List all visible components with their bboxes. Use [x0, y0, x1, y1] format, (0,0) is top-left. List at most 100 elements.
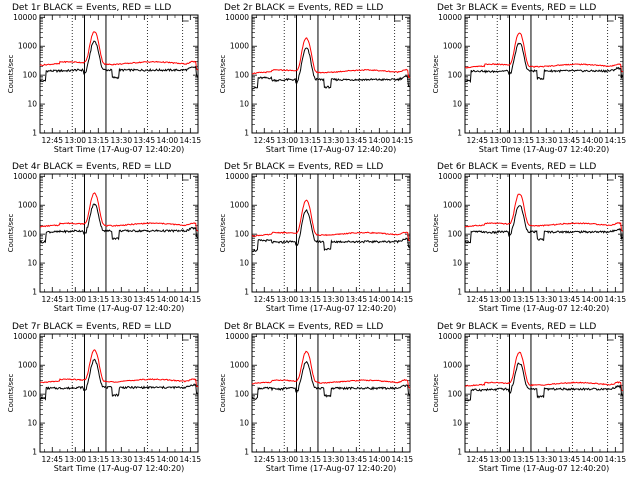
x-tick-label: 13:45: [558, 136, 580, 145]
x-tick-label: 13:45: [558, 455, 580, 464]
x-tick-label: 13:30: [110, 455, 132, 464]
y-tick-label: 1: [32, 129, 37, 138]
y-tick-label: 100: [23, 71, 38, 80]
x-tick-label: 13:00: [64, 136, 86, 145]
y-tick-label: 10: [452, 419, 462, 428]
plot-frame: [251, 173, 411, 293]
x-tick-label: 14:15: [180, 136, 202, 145]
y-tick-label: 10000: [13, 332, 37, 341]
x-tick-label: 13:15: [87, 455, 109, 464]
x-tick-label: 13:30: [322, 455, 344, 464]
x-tick-label: 13:45: [133, 136, 155, 145]
x-axis-label: Start Time (17-Aug-07 12:40:20): [266, 145, 397, 154]
x-tick-label: 12:45: [253, 136, 275, 145]
y-axis-label: Counts/sec: [432, 55, 440, 94]
x-tick-label: 14:00: [582, 136, 604, 145]
x-tick-label: 12:45: [466, 295, 488, 304]
x-tick-label: 13:30: [322, 295, 344, 304]
plot-frame: [464, 333, 624, 453]
x-axis-label: Start Time (17-Aug-07 12:40:20): [54, 145, 185, 154]
bracket-marker: [394, 174, 401, 181]
x-tick-label: 13:15: [512, 455, 534, 464]
series-line-lld: [251, 350, 411, 389]
y-tick-label: 10000: [438, 332, 462, 341]
y-tick-label: 10000: [225, 13, 249, 22]
x-axis-label: Start Time (17-Aug-07 12:40:20): [266, 464, 397, 473]
x-axis-label: Start Time (17-Aug-07 12:40:20): [479, 304, 610, 313]
y-tick-label: 100: [23, 390, 38, 399]
panel-4: Det 4r BLACK = Events, RED = LLD 1 10 100 10…: [7, 162, 201, 313]
x-tick-label: 13:15: [512, 295, 534, 304]
panel-7: Det 7r BLACK = Events, RED = LLD 1 10 100 10…: [7, 322, 201, 473]
x-tick-label: 13:00: [489, 295, 511, 304]
y-tick-label: 1000: [18, 201, 37, 210]
series-line-lld: [251, 199, 411, 242]
x-tick-label: 13:00: [64, 295, 86, 304]
x-tick-label: 13:45: [133, 455, 155, 464]
y-axis-label: Counts/sec: [7, 214, 15, 253]
x-tick-label: 13:30: [110, 295, 132, 304]
bracket-marker: [607, 174, 614, 181]
x-tick-label: 13:15: [87, 295, 109, 304]
x-tick-label: 14:00: [582, 455, 604, 464]
x-tick-label: 13:00: [276, 455, 298, 464]
panel-title: Det 3r BLACK = Events, RED = LLD: [437, 3, 596, 13]
bracket-marker: [182, 334, 189, 341]
panel-9: Det 9r BLACK = Events, RED = LLD 1 10 100 10…: [432, 322, 626, 473]
x-tick-label: 14:00: [369, 136, 391, 145]
bracket-marker: [182, 15, 189, 22]
y-tick-label: 1: [244, 129, 249, 138]
series-line-events: [39, 203, 199, 244]
y-axis-label: Counts/sec: [7, 374, 15, 413]
x-tick-label: 13:00: [489, 136, 511, 145]
series-line-lld: [465, 32, 624, 73]
x-tick-label: 14:15: [392, 295, 414, 304]
series-line-events: [464, 362, 624, 402]
y-tick-label: 1000: [443, 42, 462, 51]
y-tick-label: 1000: [443, 201, 462, 210]
x-tick-label: 12:45: [253, 455, 275, 464]
y-tick-label: 10000: [225, 332, 249, 341]
x-tick-label: 14:15: [392, 455, 414, 464]
x-tick-label: 13:15: [512, 136, 534, 145]
x-tick-label: 13:00: [276, 136, 298, 145]
y-tick-label: 10: [27, 259, 37, 268]
x-tick-label: 13:15: [299, 295, 321, 304]
series-line-lld: [464, 351, 624, 392]
panel-1: Det 1r BLACK = Events, RED = LLD 1 10 100 10…: [7, 3, 201, 154]
panel-title: Det 5r BLACK = Events, RED = LLD: [224, 162, 383, 172]
x-tick-label: 12:45: [41, 295, 63, 304]
y-tick-label: 10: [452, 100, 462, 109]
y-tick-label: 100: [448, 390, 463, 399]
y-tick-label: 1000: [18, 42, 37, 51]
bracket-marker: [394, 15, 401, 22]
series-line-lld: [39, 349, 199, 388]
x-tick-label: 14:15: [180, 455, 202, 464]
series-line-events: [39, 40, 198, 83]
x-tick-label: 14:15: [605, 295, 627, 304]
y-tick-label: 100: [235, 230, 250, 239]
panel-title: Det 4r BLACK = Events, RED = LLD: [12, 162, 171, 172]
series-line-lld: [251, 37, 411, 79]
x-tick-label: 13:00: [489, 455, 511, 464]
x-tick-label: 14:00: [157, 455, 179, 464]
y-tick-label: 10000: [438, 172, 462, 181]
x-tick-label: 12:45: [466, 455, 488, 464]
x-tick-label: 13:15: [299, 136, 321, 145]
x-axis-label: Start Time (17-Aug-07 12:40:20): [479, 145, 610, 154]
bracket-marker: [607, 15, 614, 22]
x-tick-label: 14:15: [180, 295, 202, 304]
x-tick-label: 14:15: [605, 136, 627, 145]
series-line-events: [251, 208, 411, 252]
series-line-lld: [39, 31, 199, 71]
series-line-events: [251, 360, 411, 400]
y-tick-label: 1: [457, 448, 462, 457]
panel-title: Det 9r BLACK = Events, RED = LLD: [437, 322, 596, 332]
series-line-events: [251, 47, 411, 90]
x-tick-label: 13:00: [276, 295, 298, 304]
x-tick-label: 12:45: [253, 295, 275, 304]
panel-title: Det 8r BLACK = Events, RED = LLD: [224, 322, 383, 332]
bracket-marker: [182, 174, 189, 181]
y-tick-label: 10: [239, 259, 249, 268]
